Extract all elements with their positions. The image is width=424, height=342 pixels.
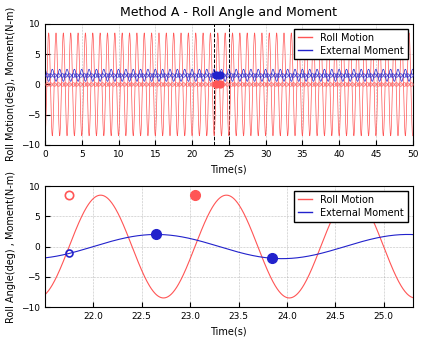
Title: Method A - Roll Angle and Moment: Method A - Roll Angle and Moment: [120, 5, 338, 18]
X-axis label: Time(s): Time(s): [211, 164, 247, 174]
Legend: Roll Motion, External Moment: Roll Motion, External Moment: [294, 191, 408, 222]
X-axis label: Time(s): Time(s): [211, 327, 247, 337]
Y-axis label: Roll Angle(deg) , Moment(N-m): Roll Angle(deg) , Moment(N-m): [6, 171, 16, 323]
Y-axis label: Roll Motion(deg), Moment(N-m): Roll Motion(deg), Moment(N-m): [6, 7, 16, 161]
Legend: Roll Motion, External Moment: Roll Motion, External Moment: [294, 29, 408, 60]
